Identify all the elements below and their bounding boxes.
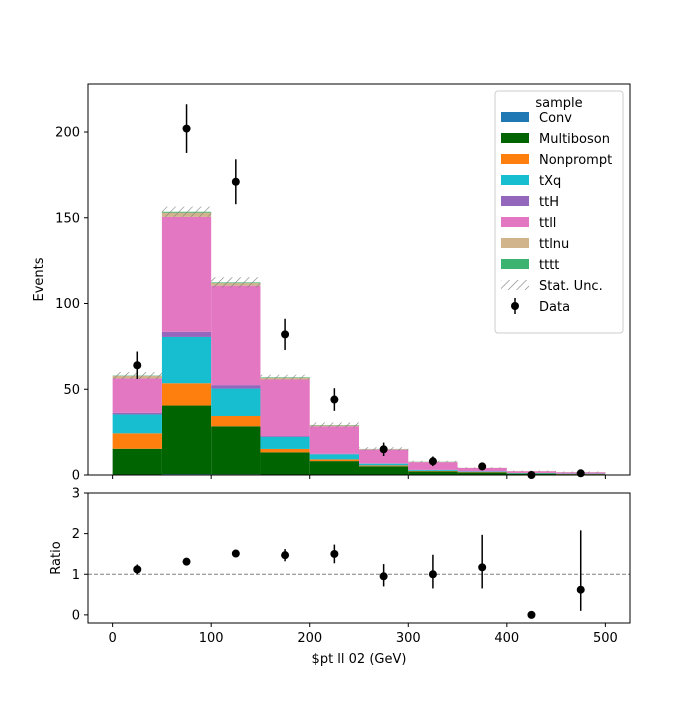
legend-swatch-stat-unc: [501, 280, 529, 290]
ratio-ytick-label-0: 0: [72, 608, 80, 623]
legend-label-nonprompt: Nonprompt: [539, 153, 612, 168]
ratio-point-3: [281, 551, 289, 559]
ratio-ytick-label-1: 1: [72, 568, 80, 583]
bar-multiboson-bin-3: [260, 452, 309, 474]
bar-ttll-bin-3: [260, 379, 309, 436]
legend-swatch-ttlnu: [501, 238, 529, 248]
legend-box: [495, 91, 623, 333]
legend-swatch-ttll: [501, 217, 529, 227]
data-point-2: [232, 178, 240, 186]
data-point-0: [133, 361, 141, 369]
legend-swatch-tttt: [501, 259, 529, 269]
bar-tth-bin-2: [211, 385, 260, 388]
bar-nonprompt-bin-0: [113, 433, 162, 448]
data-point-7: [478, 462, 486, 470]
stat-unc-bin-1: [162, 207, 211, 217]
bar-tth-bin-4: [310, 454, 359, 455]
main-ytick-label-2: 100: [55, 297, 80, 312]
bar-txq-bin-2: [211, 389, 260, 416]
bar-txq-bin-3: [260, 437, 309, 449]
legend-label-ttll: ttll: [539, 216, 556, 231]
ratio-point-2: [232, 550, 240, 558]
bar-txq-bin-4: [310, 454, 359, 459]
legend-label-tth: ttH: [539, 195, 559, 210]
ratio-ylabel: Ratio: [49, 541, 64, 574]
legend-swatch-conv: [501, 112, 529, 122]
stat-unc-bin-4: [310, 423, 359, 428]
main-ytick-label-3: 150: [55, 211, 80, 226]
ratio-xtick-label-4: 400: [494, 631, 519, 646]
ratio-point-7: [478, 563, 486, 571]
bar-txq-bin-7: [458, 472, 507, 473]
bar-ttll-bin-2: [211, 286, 260, 385]
ratio-xlabel: $pt ll 02 (GeV): [312, 652, 407, 667]
legend-label-txq: tXq: [539, 174, 561, 189]
stat-unc-bin-3: [260, 375, 309, 380]
main-ytick-label-1: 50: [63, 383, 80, 398]
legend-swatch-nonprompt: [501, 154, 529, 164]
bar-txq-bin-5: [359, 464, 408, 466]
legend-label-conv: Conv: [539, 111, 572, 126]
legend-swatch-txq: [501, 175, 529, 185]
legend-label-tttt: tttt: [539, 258, 559, 273]
ratio-xtick-label-1: 100: [199, 631, 224, 646]
legend-label-stat-unc: Stat. Unc.: [539, 279, 603, 294]
bar-nonprompt-bin-4: [310, 459, 359, 461]
ratio-xtick-label-0: 0: [108, 631, 116, 646]
bar-tth-bin-3: [260, 436, 309, 437]
ratio-xtick-label-5: 500: [593, 631, 618, 646]
stat-unc-bin-2: [211, 277, 260, 287]
legend-data-marker: [511, 302, 519, 310]
main-ytick-label-4: 200: [55, 126, 80, 141]
legend-label-ttlnu: ttlnu: [539, 237, 569, 252]
bar-multiboson-bin-0: [113, 449, 162, 475]
bar-nonprompt-bin-3: [260, 449, 309, 452]
bar-nonprompt-bin-6: [408, 471, 457, 472]
legend-swatch-tth: [501, 196, 529, 206]
ratio-xtick-label-3: 300: [396, 631, 421, 646]
bar-multiboson-bin-1: [162, 406, 211, 475]
data-point-6: [429, 457, 437, 465]
legend-label-multiboson: Multiboson: [539, 132, 610, 147]
bar-multiboson-bin-4: [310, 461, 359, 475]
bar-ttll-bin-0: [113, 378, 162, 412]
ratio-point-5: [380, 572, 388, 580]
bar-ttll-bin-4: [310, 426, 359, 453]
bar-txq-bin-0: [113, 414, 162, 433]
ratio-ytick-label-2: 2: [72, 527, 80, 542]
ratio-point-6: [429, 570, 437, 578]
legend-label-data: Data: [539, 300, 570, 315]
ratio-point-4: [330, 550, 338, 558]
bar-nonprompt-bin-5: [359, 465, 408, 466]
bar-txq-bin-1: [162, 337, 211, 383]
ratio-xtick-label-2: 200: [297, 631, 322, 646]
legend-title: sample: [535, 96, 582, 111]
main-ylabel: Events: [32, 257, 47, 301]
data-point-1: [183, 125, 191, 133]
ratio-point-9: [577, 586, 585, 594]
bar-tth-bin-1: [162, 332, 211, 337]
data-point-9: [577, 469, 585, 477]
ratio-ytick-label-3: 3: [72, 487, 80, 502]
main-ytick-label-0: 0: [72, 469, 80, 484]
ratio-point-0: [133, 565, 141, 573]
bar-multiboson-bin-6: [408, 471, 457, 474]
ratio-point-8: [527, 611, 535, 619]
data-point-3: [281, 330, 289, 338]
bar-nonprompt-bin-1: [162, 383, 211, 405]
bar-tth-bin-0: [113, 413, 162, 415]
bar-txq-bin-6: [408, 470, 457, 471]
bar-multiboson-bin-5: [359, 466, 408, 475]
ratio-point-1: [183, 558, 191, 566]
bar-nonprompt-bin-2: [211, 416, 260, 426]
legend-swatch-multiboson: [501, 133, 529, 143]
bar-multiboson-bin-2: [211, 426, 260, 474]
bar-ttll-bin-1: [162, 217, 211, 332]
data-point-4: [330, 396, 338, 404]
data-point-5: [380, 445, 388, 453]
